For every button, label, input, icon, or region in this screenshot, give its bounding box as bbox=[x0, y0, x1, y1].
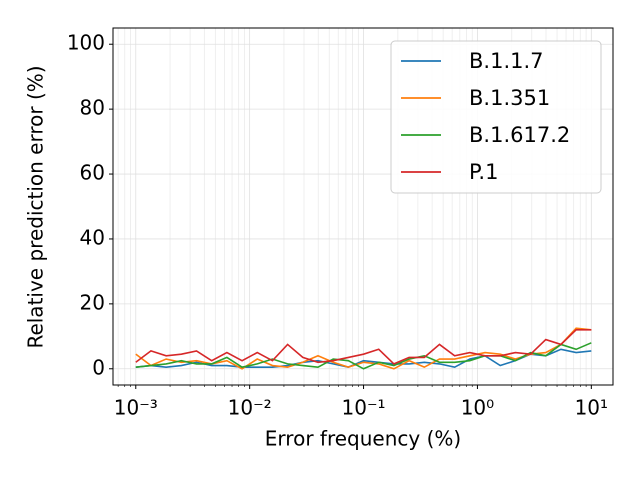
x-axis-label: Error frequency (%) bbox=[265, 427, 461, 451]
y-tick-label: 100 bbox=[67, 31, 105, 55]
series-line bbox=[135, 342, 592, 370]
legend-label: B.1.351 bbox=[469, 86, 550, 110]
y-tick-label: 0 bbox=[92, 355, 105, 379]
legend-label: P.1 bbox=[469, 160, 498, 184]
plot-frame bbox=[112, 27, 614, 386]
x-tick-label: 10⁻² bbox=[228, 396, 272, 420]
x-tick-label: 10¹ bbox=[575, 396, 608, 420]
y-tick-label: 20 bbox=[80, 290, 105, 314]
legend-label: B.1.617.2 bbox=[469, 123, 570, 147]
x-tick-label: 10⁻¹ bbox=[342, 396, 386, 420]
legend-box bbox=[390, 40, 602, 194]
x-tick-label: 10⁰ bbox=[461, 396, 494, 420]
legend-label: B.1.1.7 bbox=[469, 49, 544, 73]
series-line bbox=[135, 329, 592, 365]
y-tick-label: 80 bbox=[80, 96, 105, 120]
y-tick-label: 40 bbox=[80, 225, 105, 249]
y-axis-label: Relative prediction error (%) bbox=[24, 65, 48, 348]
x-tick-label: 10⁻³ bbox=[114, 396, 158, 420]
y-tick-label: 60 bbox=[80, 161, 105, 185]
